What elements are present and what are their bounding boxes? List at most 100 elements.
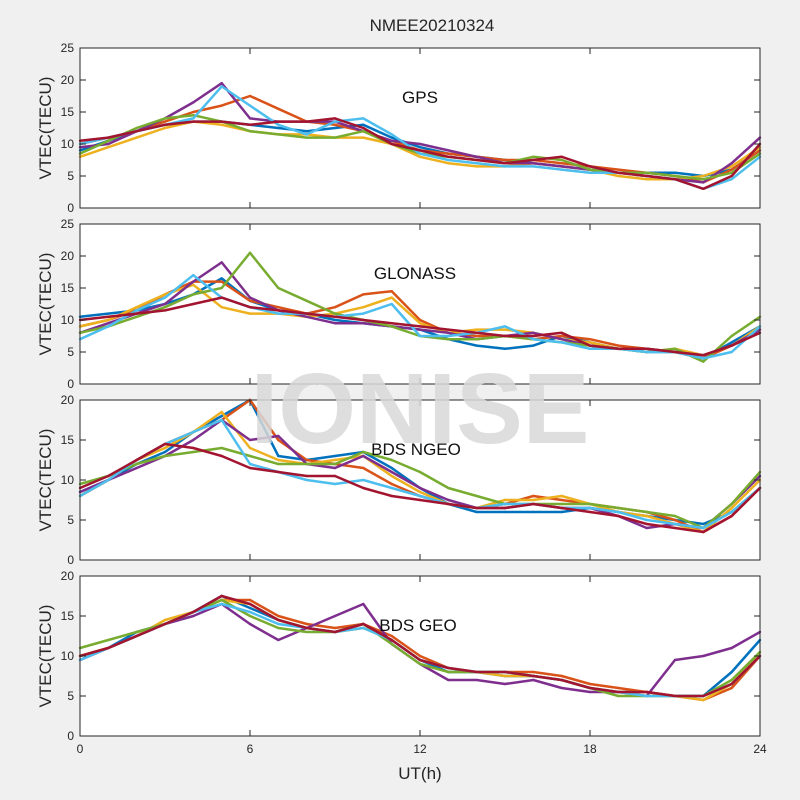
bds-ngeo-series-6-point <box>588 506 592 510</box>
bds-geo-series-7-point <box>673 694 677 698</box>
bds-ngeo-series-2-point <box>362 466 365 470</box>
bds-geo-series-4-point <box>333 614 337 618</box>
bds-geo-series-7-point <box>617 690 620 694</box>
bds-ngeo-series-5-point <box>560 502 563 506</box>
bds-ngeo-series-5-point <box>248 454 252 458</box>
glonass-series-7-point <box>730 344 733 347</box>
glonass-series-6-point <box>192 274 195 277</box>
bds-ngeo-series-4-point <box>192 438 195 442</box>
glonass-series-4-point <box>163 302 167 306</box>
gps-series-6-point <box>418 152 422 155</box>
gps-series-4-point <box>390 139 393 142</box>
gps-series-7-point <box>503 162 507 165</box>
bds-ngeo-series-7-point <box>475 506 478 510</box>
bds-geo-series-5-point <box>447 670 450 674</box>
bds-ngeo-series-6-point <box>503 502 507 506</box>
bds-geo-series-2-point <box>248 598 252 602</box>
gps-series-6-point <box>220 85 223 88</box>
gps-series-4-point <box>702 181 705 184</box>
gps-series-7-point <box>163 123 167 127</box>
bds-geo-series-7-point <box>645 690 648 694</box>
gps-series-7-point <box>390 142 393 146</box>
gps-series-6-point <box>192 117 195 120</box>
bds-ngeo-series-4-point <box>390 470 393 474</box>
gps-series-2-point <box>163 120 167 123</box>
glonass-series-7-point <box>362 318 365 322</box>
bds-ngeo-y-axis-label: VTEC(TECU) <box>36 429 55 532</box>
glonass-series-3-point <box>588 341 592 344</box>
glonass-series-2-point <box>277 306 280 309</box>
bds-ngeo-series-5-point <box>362 450 365 454</box>
bds-geo-y-tick-label: 20 <box>61 569 75 583</box>
x-tick-label: 6 <box>247 742 254 756</box>
bds-ngeo-series-4-point <box>362 454 365 458</box>
gps-y-tick-label: 20 <box>61 73 75 87</box>
glonass-series-5-point <box>447 338 450 341</box>
bds-ngeo-series-3-point <box>418 490 422 494</box>
bds-ngeo-series-7-point <box>135 458 138 462</box>
glonass-series-1-point <box>475 344 478 347</box>
bds-geo-y-tick-label: 0 <box>67 729 74 743</box>
gps-plot-area <box>80 48 760 208</box>
gps-series-3-point <box>702 174 705 178</box>
gps-series-5-point <box>248 130 252 133</box>
gps-series-2-point <box>447 152 450 155</box>
bds-geo-series-4-point <box>447 678 450 682</box>
bds-ngeo-series-5-point <box>588 502 592 506</box>
gps-series-1-point <box>305 130 308 133</box>
glonass-series-7-point <box>532 334 535 338</box>
gps-panel: 0 5 10 15 20 25 GPS VTEC(TECU) <box>36 41 762 215</box>
bds-ngeo-series-5-point <box>730 502 733 506</box>
bds-ngeo-series-7-point <box>107 474 110 478</box>
glonass-series-1-point <box>220 277 223 280</box>
bds-geo-series-7-point <box>220 594 223 598</box>
gps-series-6-point <box>560 168 563 171</box>
bds-ngeo-series-3-point <box>163 446 167 450</box>
gps-panel-label: GPS <box>402 88 438 107</box>
glonass-series-6-point <box>503 325 507 328</box>
bds-geo-series-5-point <box>277 626 280 630</box>
bds-ngeo-series-6-point <box>730 510 733 514</box>
glonass-series-6-point <box>560 341 563 344</box>
bds-ngeo-series-2-point <box>277 438 280 442</box>
bds-geo-series-6-point <box>277 622 280 626</box>
bds-ngeo-y-tick-label: 5 <box>67 513 74 527</box>
glonass-series-5-point <box>475 338 478 341</box>
glonass-series-7-point <box>107 315 110 318</box>
bds-geo-series-7-point <box>390 638 393 642</box>
glonass-series-group <box>78 251 762 363</box>
gps-series-group <box>78 81 762 191</box>
bds-ngeo-series-7-point <box>645 522 648 526</box>
bds-ngeo-series-4-point <box>333 466 337 470</box>
bds-ngeo-series-3-point <box>730 506 733 510</box>
bds-ngeo-series-7-point <box>305 474 308 478</box>
gps-series-1-point <box>418 146 422 149</box>
gps-y-axis-label: VTEC(TECU) <box>36 77 55 180</box>
bds-ngeo-series-5-point <box>277 462 280 466</box>
gps-series-4-point <box>220 82 223 85</box>
bds-ngeo-series-6-point <box>418 494 422 498</box>
glonass-series-3-point <box>503 328 507 331</box>
glonass-series-4-point <box>107 322 110 325</box>
gps-series-4-point <box>532 162 535 165</box>
gps-series-5-point <box>107 139 110 142</box>
glonass-series-3-point <box>192 283 195 286</box>
bds-geo-series-7-point <box>447 666 450 670</box>
bds-geo-series-7-point <box>135 634 138 638</box>
bds-ngeo-series-2-point <box>673 518 677 522</box>
glonass-series-7-point <box>645 347 648 350</box>
gps-series-6-point <box>588 171 592 174</box>
bds-geo-y-tick-label: 15 <box>61 609 75 623</box>
bds-geo-series-7-point <box>560 678 563 682</box>
gps-series-6-point <box>730 178 733 181</box>
glonass-axes-box <box>79 223 761 385</box>
bds-ngeo-series-6-point <box>192 430 195 434</box>
gps-series-6-point <box>277 123 280 127</box>
bds-ngeo-series-7-point <box>730 514 733 518</box>
bds-geo-series-4-point <box>588 690 592 694</box>
glonass-series-7-point <box>305 312 308 315</box>
bds-ngeo-series-1-point <box>475 510 478 514</box>
figure-title: NMEE20210324 <box>370 16 495 35</box>
glonass-y-tick-label: 5 <box>67 345 74 359</box>
glonass-series-2-point <box>588 338 592 341</box>
